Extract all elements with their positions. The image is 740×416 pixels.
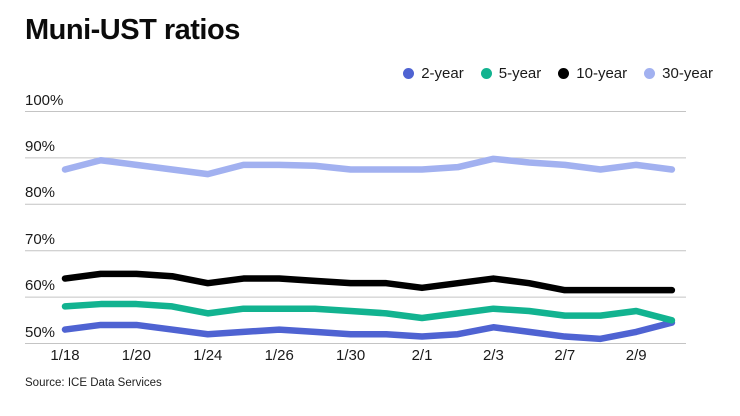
y-axis-tick-label: 100% (25, 91, 64, 109)
y-axis-tick-label: 50% (25, 323, 56, 341)
legend-item-label: 5-year (498, 65, 542, 82)
series-line-2-year (61, 319, 676, 343)
legend: 2-year 5-year 10-year 30-year (403, 65, 713, 82)
y-axis-tick-label: 70% (25, 230, 56, 248)
x-axis-tick-label: 1/26 (264, 347, 294, 364)
x-axis-tick-label: 2/3 (482, 347, 504, 364)
source-note: Source: ICE Data Services (25, 377, 162, 389)
legend-dot-icon (644, 68, 656, 79)
series-line-10-year (61, 270, 676, 294)
y-axis-tick-label: 90% (25, 137, 56, 155)
y-axis-tick-label: 60% (25, 277, 56, 295)
legend-dot-icon (403, 68, 415, 79)
series-line-30-year (61, 155, 676, 178)
x-axis-tick-label: 1/18 (50, 347, 80, 364)
series-line-5-year (61, 300, 676, 324)
x-axis-tick-label: 2/1 (411, 347, 433, 364)
x-axis-tick-label: 1/30 (335, 347, 366, 364)
x-axis-tick-label: 1/20 (121, 347, 151, 364)
chart-title: Muni-UST ratios (25, 14, 240, 46)
legend-item-label: 2-year (421, 65, 464, 82)
legend-item-10-year: 10-year (558, 65, 627, 82)
x-axis-tick-label: 2/7 (554, 347, 576, 364)
legend-item-label: 10-year (576, 65, 628, 82)
x-axis-tick-label: 1/24 (193, 347, 223, 364)
legend-item-30-year: 30-year (644, 65, 713, 82)
legend-item-2-year: 2-year (403, 65, 464, 82)
x-axis-tick-label: 2/9 (625, 347, 647, 364)
legend-dot-icon (558, 68, 570, 79)
legend-dot-icon (480, 68, 492, 79)
legend-item-label: 30-year (662, 65, 713, 82)
legend-item-5-year: 5-year (480, 65, 542, 82)
y-axis-tick-label: 80% (25, 184, 56, 202)
